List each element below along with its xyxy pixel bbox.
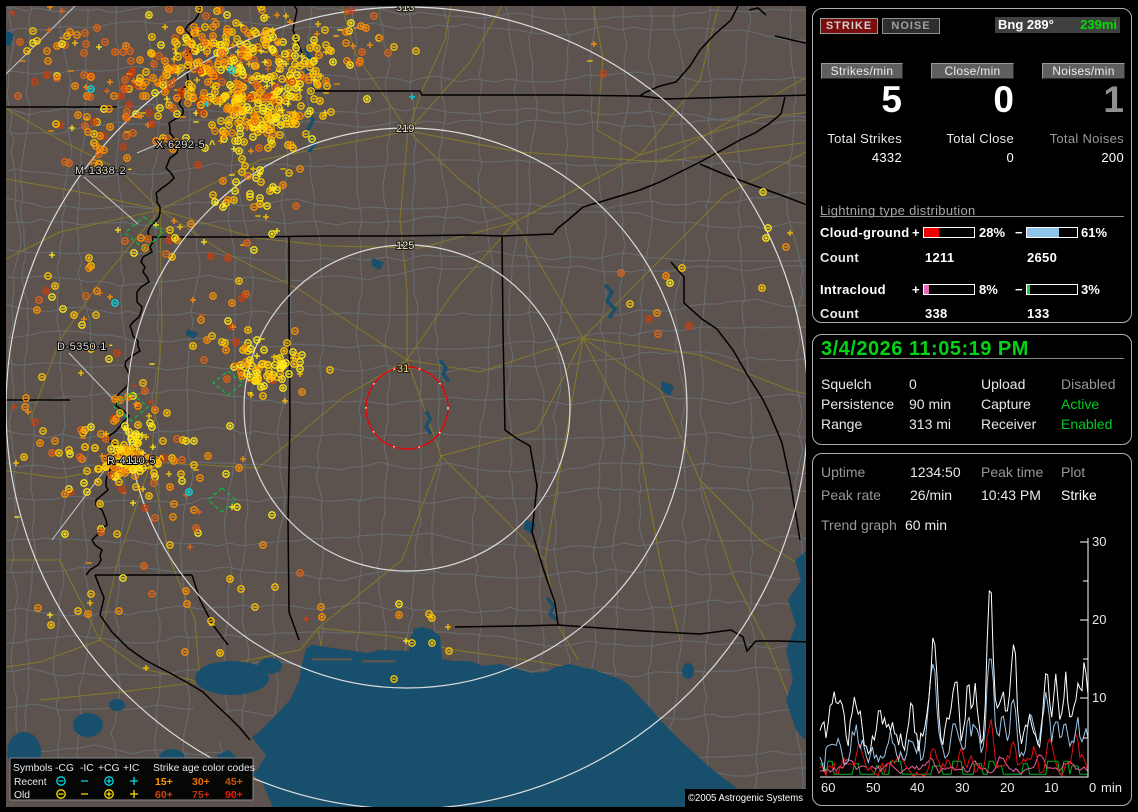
svg-text:R-4110-5: R-4110-5 [107,455,156,467]
svg-text:0: 0 [1089,780,1096,795]
svg-text:60+: 60+ [155,789,173,801]
svg-text:^: ^ [158,454,165,466]
svg-text:D-5350-1: D-5350-1 [57,341,107,353]
svg-text:^: ^ [209,139,216,151]
svg-text:31: 31 [397,363,409,375]
svg-text:45+: 45+ [225,776,243,788]
svg-text:X-6292-5: X-6292-5 [156,139,205,151]
svg-text:50: 50 [866,780,880,795]
svg-text:©2005 Astrogenic Systems: ©2005 Astrogenic Systems [688,793,803,804]
svg-text:10: 10 [1044,780,1058,795]
svg-text:125: 125 [396,240,414,252]
svg-text:20: 20 [1000,780,1014,795]
svg-text:10: 10 [1092,690,1106,705]
svg-text:75+: 75+ [192,789,210,801]
svg-text:90+: 90+ [225,789,243,801]
svg-text:-IC: -IC [80,763,94,774]
svg-text:-: - [128,163,132,175]
svg-text:40: 40 [910,780,924,795]
svg-text:Recent: Recent [14,777,47,788]
svg-text:30: 30 [955,780,969,795]
svg-text:M-1338-2: M-1338-2 [75,165,126,177]
svg-text:+CG: +CG [98,763,119,774]
svg-text:15+: 15+ [155,776,173,788]
svg-text:313: 313 [396,6,414,14]
svg-text:60: 60 [821,780,835,795]
svg-text:30: 30 [1092,534,1106,549]
svg-text:min: min [1101,780,1122,795]
svg-text:-: - [109,339,113,351]
svg-text:20: 20 [1092,612,1106,627]
svg-text:Symbols: Symbols [13,763,52,774]
svg-text:Old: Old [14,790,30,801]
svg-text:-CG: -CG [55,763,74,774]
svg-text:+IC: +IC [123,763,140,774]
svg-text:219: 219 [396,123,414,135]
svg-text:Strike age color codes: Strike age color codes [153,763,255,774]
svg-text:30+: 30+ [192,776,210,788]
